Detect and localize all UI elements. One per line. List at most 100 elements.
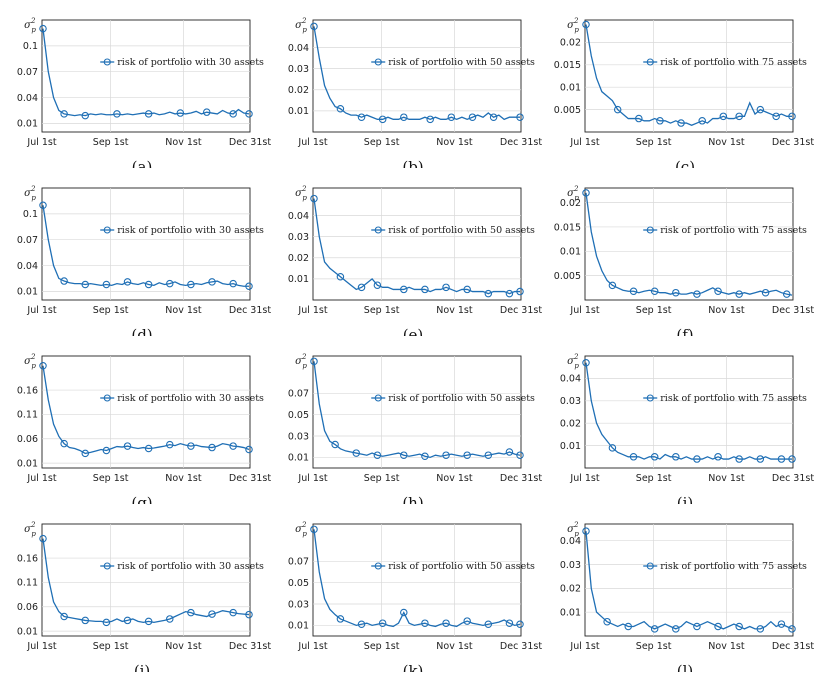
x-tick-label: Nov 1st: [436, 473, 473, 484]
series-marker: [229, 608, 237, 617]
legend-label: risk of portfolio with 30 assets: [117, 561, 264, 572]
x-tick-label: Jul 1st: [569, 305, 599, 316]
series-marker: [735, 622, 743, 631]
series-marker: [735, 455, 743, 463]
y-tick-label: 0.01: [288, 274, 309, 285]
y-tick-label: 0.07: [17, 235, 38, 246]
y-tick-label: 0.05: [288, 410, 309, 421]
legend-label: risk of portfolio with 30 assets: [117, 225, 264, 236]
y-tick-label: 0.01: [560, 607, 581, 618]
x-tick-label: Sep 1st: [93, 137, 129, 148]
panel-caption: (l): [677, 662, 694, 672]
y-tick-label: 0.06: [17, 602, 38, 613]
y-axis-label-sup: 2: [301, 185, 307, 193]
chart-panel: 0.01 0.02 0.03 0.04 Jul 1st Sep 1st Nov 1st Dec…: [543, 504, 814, 672]
chart-svg: 0.01 0.04 0.07 0.1 Jul 1st Sep 1st Nov 1st Dec …: [17, 185, 271, 336]
series-marker: [39, 201, 47, 209]
x-tick-label: Sep 1st: [636, 473, 672, 484]
series-marker: [39, 24, 47, 33]
series-marker: [788, 112, 796, 121]
y-tick-label: 0.005: [554, 271, 581, 282]
series-line: [585, 362, 792, 460]
series-marker: [208, 610, 216, 618]
y-axis-label-sup: 2: [573, 353, 579, 361]
x-tick-label: Jul 1st: [26, 305, 56, 316]
chart-panel: 0.01 0.03 0.05 0.07 Jul 1st Sep 1st Nov 1st Dec…: [271, 504, 542, 672]
y-axis-label-sub: p: [302, 530, 307, 538]
series-marker: [166, 615, 174, 623]
panel-caption: (d): [131, 326, 152, 336]
plot-frame: [584, 19, 794, 133]
y-tick-label: 0.01: [560, 247, 581, 258]
series-marker: [608, 444, 617, 452]
series-marker: [400, 285, 408, 294]
series-marker: [208, 443, 216, 452]
y-tick-label: 0.015: [554, 222, 581, 233]
series-marker: [166, 440, 174, 449]
plot-frame: [584, 523, 794, 637]
y-tick-label: 0.07: [17, 67, 38, 78]
chart-svg: 0.005 0.01 0.015 0.02 Jul 1st Sep 1st Nov 1st D…: [554, 185, 814, 336]
series-marker: [756, 625, 765, 633]
y-tick-label: 0.015: [554, 60, 581, 71]
x-tick-label: Nov 1st: [708, 305, 745, 316]
x-tick-label: Nov 1st: [165, 473, 202, 484]
x-tick-label: Dec 31st: [500, 641, 542, 652]
series-marker: [772, 112, 780, 121]
x-tick-label: Sep 1st: [93, 305, 129, 316]
series-line: [585, 531, 793, 630]
x-tick-label: Jul 1st: [26, 641, 56, 652]
series-marker: [81, 616, 90, 625]
series-marker: [144, 280, 153, 289]
series-marker: [39, 534, 47, 543]
series-marker: [656, 117, 664, 125]
series-marker: [489, 113, 498, 121]
x-tick-label: Dec 31st: [772, 305, 814, 316]
series-marker: [484, 289, 493, 298]
plot-frame: [41, 523, 251, 637]
chart-panel: 0.01 0.06 0.11 0.16 Jul 1st Sep 1st Nov 1st Dec…: [0, 504, 271, 672]
x-tick-label: Jul 1st: [297, 137, 327, 148]
series-marker: [714, 287, 722, 295]
series-marker: [463, 451, 471, 459]
series-marker: [624, 622, 633, 631]
y-tick-label: 0.04: [560, 374, 581, 385]
series-marker: [782, 290, 791, 298]
legend-marker: [103, 394, 111, 402]
x-tick-label: Dec 31st: [229, 641, 271, 652]
series-marker: [245, 610, 253, 619]
x-tick-label: Jul 1st: [569, 137, 599, 148]
y-tick-label: 0.03: [288, 232, 309, 243]
series-marker: [516, 620, 524, 629]
plot-frame: [584, 355, 794, 469]
y-tick-label: 0.02: [288, 85, 309, 96]
series-marker: [39, 361, 47, 370]
y-axis-label: σ2 p: [295, 353, 307, 370]
series-marker: [582, 358, 590, 367]
series-marker: [650, 625, 659, 633]
series-line: [313, 26, 520, 121]
legend-label: risk of portfolio with 75 assets: [660, 561, 807, 572]
legend-marker: [103, 562, 111, 570]
y-tick-label: 0.04: [17, 93, 38, 104]
y-tick-label: 0.16: [17, 553, 38, 564]
series-marker: [629, 287, 638, 295]
y-axis-label-sub: p: [574, 26, 579, 34]
chart-svg: 0.01 0.02 0.03 0.04 Jul 1st Sep 1st Nov 1st Dec…: [560, 521, 814, 672]
x-tick-label: Nov 1st: [436, 305, 473, 316]
series-marker: [229, 279, 237, 288]
chart-panel: 0.005 0.01 0.015 0.02 Jul 1st Sep 1st Nov 1st D…: [543, 0, 814, 168]
legend-label: risk of portfolio with 30 assets: [117, 57, 264, 68]
x-tick-label: Nov 1st: [708, 137, 745, 148]
panel-caption: (h): [402, 494, 423, 504]
legend-label: risk of portfolio with 30 assets: [117, 393, 264, 404]
x-tick-label: Nov 1st: [165, 305, 202, 316]
x-tick-label: Dec 31st: [772, 641, 814, 652]
legend-marker: [374, 394, 382, 402]
x-tick-label: Dec 31st: [229, 137, 271, 148]
series-marker: [310, 357, 318, 366]
x-tick-label: Jul 1st: [297, 305, 327, 316]
plot-frame: [312, 187, 522, 301]
y-tick-label: 0.02: [560, 198, 581, 209]
y-tick-label: 0.01: [560, 83, 581, 94]
